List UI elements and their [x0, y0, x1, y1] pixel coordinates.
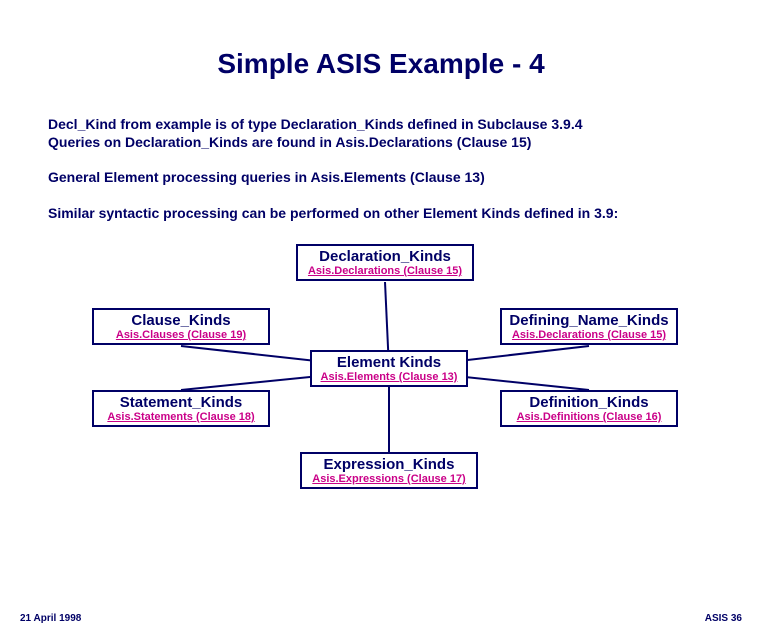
paragraph-1a: Decl_Kind from example is of type Declar… [48, 116, 714, 134]
diagram-area: Declaration_Kinds Asis.Declarations (Cla… [0, 244, 762, 504]
slide-title: Simple ASIS Example - 4 [0, 48, 762, 80]
node-sub: Asis.Expressions (Clause 17) [308, 473, 470, 485]
node-sub: Asis.Definitions (Clause 16) [508, 411, 670, 423]
node-definition-kinds: Definition_Kinds Asis.Definitions (Claus… [500, 390, 678, 427]
node-defining-name-kinds: Defining_Name_Kinds Asis.Declarations (C… [500, 308, 678, 345]
paragraph-2: General Element processing queries in As… [48, 169, 714, 187]
node-clause-kinds: Clause_Kinds Asis.Clauses (Clause 19) [92, 308, 270, 345]
footer-date: 21 April 1998 [20, 613, 81, 624]
node-title: Element Kinds [318, 354, 460, 371]
node-sub: Asis.Elements (Clause 13) [318, 371, 460, 383]
node-sub: Asis.Declarations (Clause 15) [508, 329, 670, 341]
node-statement-kinds: Statement_Kinds Asis.Statements (Clause … [92, 390, 270, 427]
node-sub: Asis.Statements (Clause 18) [100, 411, 262, 423]
body-block: Decl_Kind from example is of type Declar… [48, 116, 714, 222]
paragraph-1b: Queries on Declaration_Kinds are found i… [48, 134, 714, 152]
footer-pageno: ASIS 36 [705, 613, 742, 624]
node-declaration-kinds: Declaration_Kinds Asis.Declarations (Cla… [296, 244, 474, 281]
node-expression-kinds: Expression_Kinds Asis.Expressions (Claus… [300, 452, 478, 489]
node-sub: Asis.Declarations (Clause 15) [304, 265, 466, 277]
node-title: Declaration_Kinds [304, 248, 466, 265]
node-title: Definition_Kinds [508, 394, 670, 411]
node-title: Defining_Name_Kinds [508, 312, 670, 329]
node-sub: Asis.Clauses (Clause 19) [100, 329, 262, 341]
paragraph-3: Similar syntactic processing can be perf… [48, 205, 714, 223]
node-element-kinds: Element Kinds Asis.Elements (Clause 13) [310, 350, 468, 387]
node-title: Clause_Kinds [100, 312, 262, 329]
node-title: Expression_Kinds [308, 456, 470, 473]
node-title: Statement_Kinds [100, 394, 262, 411]
